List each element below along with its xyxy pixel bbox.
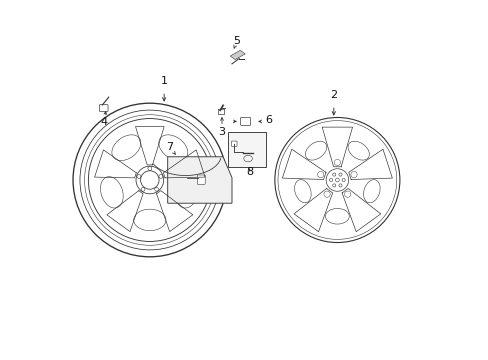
FancyBboxPatch shape — [231, 141, 237, 147]
Polygon shape — [167, 157, 231, 203]
Polygon shape — [230, 50, 244, 60]
Text: 2: 2 — [329, 90, 337, 100]
Text: 1: 1 — [160, 76, 167, 86]
FancyBboxPatch shape — [197, 175, 205, 184]
Text: 7: 7 — [165, 142, 173, 152]
FancyBboxPatch shape — [218, 109, 224, 114]
FancyBboxPatch shape — [240, 117, 250, 125]
Text: 3: 3 — [217, 127, 224, 137]
Text: 6: 6 — [264, 115, 271, 125]
Text: 8: 8 — [246, 167, 253, 177]
Text: 4: 4 — [100, 117, 107, 127]
FancyBboxPatch shape — [228, 132, 265, 167]
FancyBboxPatch shape — [99, 105, 108, 111]
Text: 5: 5 — [233, 36, 240, 46]
